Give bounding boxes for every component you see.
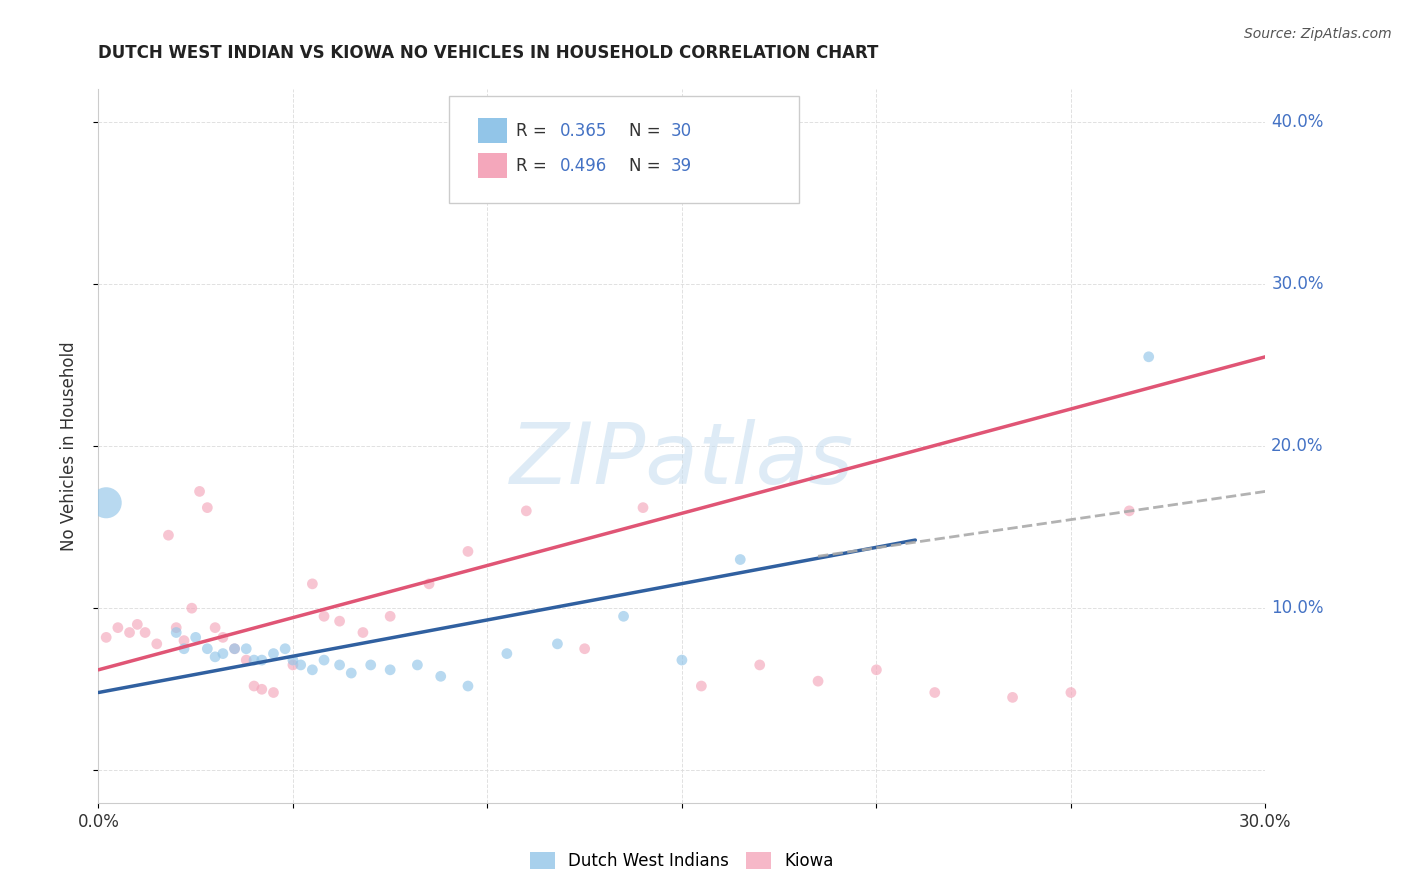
Point	[924, 685, 946, 699]
Point	[1118, 504, 1140, 518]
Text: DUTCH WEST INDIAN VS KIOWA NO VEHICLES IN HOUSEHOLD CORRELATION CHART: DUTCH WEST INDIAN VS KIOWA NO VEHICLES I…	[98, 45, 879, 62]
Point	[243, 679, 266, 693]
Point	[1001, 690, 1024, 705]
Point	[429, 669, 451, 683]
Point	[574, 641, 596, 656]
Point	[378, 609, 402, 624]
Point	[340, 666, 363, 681]
Point	[690, 679, 713, 693]
FancyBboxPatch shape	[478, 153, 508, 178]
Point	[418, 577, 440, 591]
FancyBboxPatch shape	[478, 118, 508, 143]
FancyBboxPatch shape	[449, 96, 799, 203]
Point	[96, 496, 118, 510]
Point	[807, 674, 830, 689]
Point	[748, 657, 770, 672]
Point	[224, 641, 246, 656]
Point	[107, 621, 129, 635]
Point	[134, 625, 156, 640]
Legend: Dutch West Indians, Kiowa: Dutch West Indians, Kiowa	[523, 845, 841, 877]
Point	[188, 484, 211, 499]
Point	[515, 504, 537, 518]
Text: 30.0%: 30.0%	[1271, 275, 1323, 293]
Point	[173, 641, 195, 656]
Text: Source: ZipAtlas.com: Source: ZipAtlas.com	[1244, 27, 1392, 41]
Text: 20.0%: 20.0%	[1271, 437, 1323, 455]
Point	[250, 682, 273, 697]
Point	[301, 577, 323, 591]
Point	[195, 500, 218, 515]
Point	[1137, 350, 1160, 364]
Point	[406, 657, 429, 672]
Point	[457, 679, 479, 693]
Point	[730, 552, 752, 566]
Y-axis label: No Vehicles in Household: No Vehicles in Household	[59, 341, 77, 551]
Point	[274, 641, 297, 656]
Text: R =: R =	[516, 121, 553, 139]
Text: 0.496: 0.496	[560, 157, 606, 175]
Point	[312, 609, 335, 624]
Text: 39: 39	[671, 157, 692, 175]
Point	[1060, 685, 1083, 699]
Point	[157, 528, 180, 542]
Point	[96, 631, 118, 645]
Point	[243, 653, 266, 667]
Point	[224, 641, 246, 656]
Point	[235, 641, 257, 656]
Point	[262, 647, 284, 661]
Point	[173, 633, 195, 648]
Point	[281, 657, 304, 672]
Point	[195, 641, 218, 656]
Point	[495, 647, 517, 661]
Point	[546, 637, 568, 651]
Point	[250, 653, 273, 667]
Point	[457, 544, 479, 558]
Text: N =: N =	[630, 121, 666, 139]
Text: 0.365: 0.365	[560, 121, 607, 139]
Text: 30: 30	[671, 121, 692, 139]
Point	[290, 657, 312, 672]
Point	[212, 631, 235, 645]
Point	[378, 663, 402, 677]
Text: ZIPatlas: ZIPatlas	[510, 418, 853, 502]
Point	[204, 649, 226, 664]
Point	[281, 653, 304, 667]
Text: R =: R =	[516, 157, 553, 175]
Point	[312, 653, 335, 667]
Point	[118, 625, 141, 640]
Point	[262, 685, 284, 699]
Text: 10.0%: 10.0%	[1271, 599, 1323, 617]
Point	[212, 647, 235, 661]
Point	[301, 663, 323, 677]
Point	[146, 637, 169, 651]
Point	[165, 621, 187, 635]
Point	[612, 609, 634, 624]
Point	[329, 657, 352, 672]
Point	[360, 657, 382, 672]
Point	[127, 617, 149, 632]
Point	[204, 621, 226, 635]
Point	[631, 500, 654, 515]
Point	[184, 631, 207, 645]
Text: N =: N =	[630, 157, 666, 175]
Point	[235, 653, 257, 667]
Point	[180, 601, 202, 615]
Point	[671, 653, 693, 667]
Text: 40.0%: 40.0%	[1271, 112, 1323, 130]
Point	[329, 614, 352, 628]
Point	[352, 625, 374, 640]
Point	[865, 663, 887, 677]
Point	[165, 625, 187, 640]
